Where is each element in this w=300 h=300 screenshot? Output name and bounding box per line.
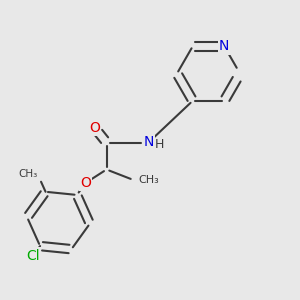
Text: O: O <box>89 121 100 134</box>
Text: CH₃: CH₃ <box>138 175 159 185</box>
Text: H: H <box>154 137 164 151</box>
Text: O: O <box>80 176 91 190</box>
Text: CH₃: CH₃ <box>19 169 38 179</box>
Text: N: N <box>143 136 154 149</box>
Text: Cl: Cl <box>26 249 40 263</box>
Text: N: N <box>219 39 230 53</box>
